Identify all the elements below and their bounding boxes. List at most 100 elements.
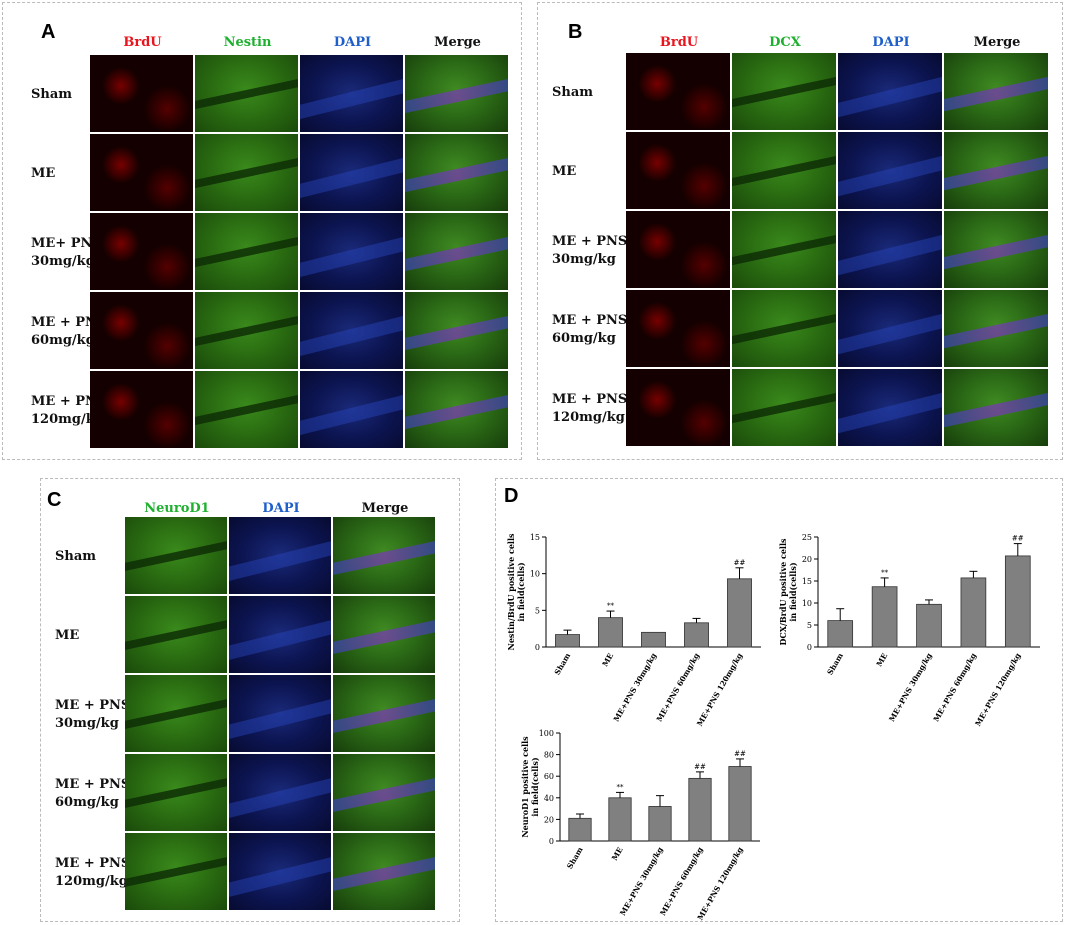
category-label: ME+PNS 30mg/kg [612, 651, 659, 723]
bar [608, 797, 632, 842]
row-label-line1: ME + PNS [31, 314, 107, 330]
micrograph-merge [333, 754, 435, 831]
micrograph-brdu [90, 371, 193, 448]
y-axis-label-line: in field(cells) [530, 757, 540, 817]
bar [827, 620, 854, 648]
micrograph-merge [405, 55, 508, 132]
column-header-dapi: DAPI [333, 35, 372, 50]
micrograph-merge [333, 596, 435, 673]
micrograph-merge [333, 833, 435, 910]
micrograph-green [195, 134, 298, 211]
micrograph-merge [405, 292, 508, 369]
panel-d: D 0 5 10 15 Nestin/BrdU positive cellsin fie… [495, 478, 1063, 922]
row-label: ME + PNS 30mg/kg [552, 233, 627, 269]
y-tick-label: 15 [530, 533, 540, 542]
micrograph-green [195, 55, 298, 132]
micrograph-merge [405, 371, 508, 448]
row-label-line1: ME [31, 165, 56, 181]
micrograph-green [195, 213, 298, 290]
category-label: ME+PNS 60mg/kg [658, 845, 705, 917]
category-label: ME+PNS 60mg/kg [655, 651, 702, 723]
micrograph-dapi [300, 371, 403, 448]
category-label: ME+PNS 120mg/kg [695, 651, 745, 728]
column-header-merge: Merge [973, 35, 1021, 50]
micrograph-merge [405, 213, 508, 290]
micrograph-merge [944, 369, 1048, 446]
micrograph-brdu [626, 369, 730, 446]
micrograph-dapi [300, 213, 403, 290]
row-label-line2: 60mg/kg [31, 332, 95, 348]
micrograph-dapi [838, 369, 942, 446]
column-header-dapi: DAPI [262, 501, 300, 516]
micrograph-merge [944, 290, 1048, 367]
row-label: ME + PNS 60mg/kg [55, 776, 130, 812]
row-label-line2: 120mg/kg [552, 409, 625, 425]
bar [1004, 555, 1031, 648]
micrograph-green [732, 132, 836, 209]
micrograph-merge [944, 132, 1048, 209]
row-label-line2: 60mg/kg [552, 330, 616, 346]
row-label: ME + PNS 120mg/kg [552, 391, 627, 427]
panel-b: B BrdU DCX DAPI Merge Sham ME ME + PNS 30mg/kg M… [537, 2, 1063, 460]
row-label: ME + PNS 120mg/kg [31, 393, 106, 429]
micrograph-merge [405, 134, 508, 211]
significance-label: ## [734, 750, 746, 758]
row-label-line2: 30mg/kg [31, 253, 95, 269]
row-label-line1: ME + PNS [552, 312, 628, 328]
y-tick-label: 5 [807, 621, 812, 630]
micrograph-brdu [90, 292, 193, 369]
micrograph-green [195, 371, 298, 448]
y-axis-label: Nestin/BrdU positive cellsin field(cells… [506, 533, 526, 650]
category-label: ME [610, 845, 625, 862]
panel-a: A BrdU Nestin DAPI Merge Sham ME ME+ PNS 30mg/k… [2, 2, 522, 460]
panel-c-label: C [47, 489, 62, 511]
y-axis-label-line: NeuroD1 positive cells [520, 736, 530, 838]
significance-label: ## [1012, 535, 1024, 543]
micrograph-brdu [626, 211, 730, 288]
row-label-line1: ME + PNS [552, 233, 628, 249]
category-label: ME+PNS 30mg/kg [887, 651, 934, 723]
micrograph-merge [944, 53, 1048, 130]
significance-label: ** [617, 783, 625, 791]
y-tick-label: 80 [544, 751, 554, 760]
significance-label: ** [881, 569, 889, 577]
y-axis-label-line: in field(cells) [516, 562, 526, 622]
y-tick-label: 20 [544, 815, 554, 824]
bar [568, 817, 592, 842]
row-label: ME + PNS 60mg/kg [552, 312, 627, 348]
bar [728, 766, 752, 842]
column-header-neurod1: NeuroD1 [144, 501, 210, 516]
micrograph-dapi [838, 53, 942, 130]
panel-b-label: B [568, 21, 583, 43]
micrograph-brdu [90, 55, 193, 132]
column-header-merge: Merge [361, 501, 409, 516]
row-label-line1: Sham [31, 86, 73, 102]
category-label: ME+PNS 120mg/kg [973, 651, 1023, 728]
row-label-line1: ME + PNS [31, 393, 107, 409]
column-header-brdu: BrdU [659, 35, 699, 50]
bar [960, 577, 987, 648]
row-label-line2: 30mg/kg [552, 251, 616, 267]
bar [555, 634, 580, 648]
row-label-line1: Sham [552, 84, 594, 100]
column-header-dapi: DAPI [872, 35, 910, 50]
row-label: ME+ PNS 30mg/kg [31, 235, 102, 271]
column-header-merge: Merge [434, 35, 481, 50]
y-tick-label: 0 [535, 643, 540, 652]
micrograph-dapi [300, 134, 403, 211]
bar [688, 777, 712, 842]
row-label: ME [55, 627, 79, 645]
bar [684, 622, 709, 648]
row-label-line1: ME + PNS [55, 855, 131, 871]
panel-c: C NeuroD1 DAPI Merge Sham ME ME + PNS 30mg/kg M… [40, 478, 460, 922]
micrograph-green [125, 517, 227, 594]
column-header-dcx: DCX [769, 35, 801, 50]
micrograph-green [195, 292, 298, 369]
row-label: Sham [552, 84, 593, 102]
bar [598, 617, 623, 648]
category-label: Sham [565, 845, 585, 870]
micrograph-dapi [229, 675, 331, 752]
row-label: ME [552, 163, 576, 181]
micrograph-brdu [626, 53, 730, 130]
y-tick-label: 10 [802, 599, 812, 608]
